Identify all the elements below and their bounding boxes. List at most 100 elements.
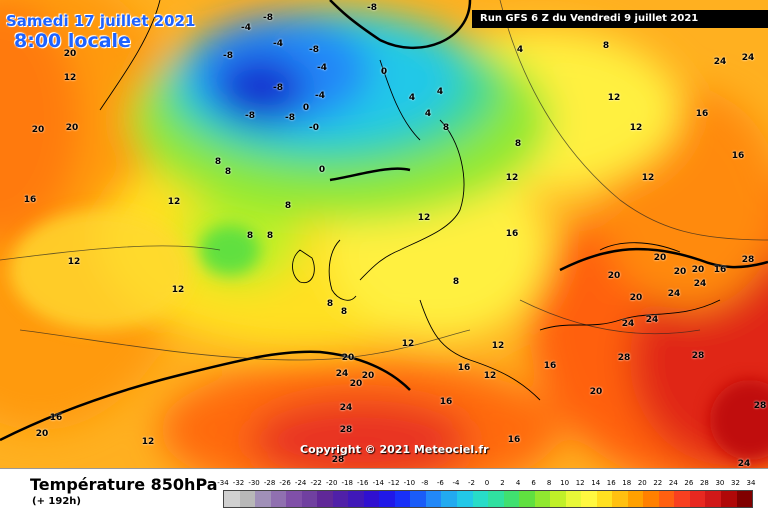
isotherm-label: 12 (505, 173, 519, 183)
legend-swatch (456, 491, 473, 507)
legend-tick-label: 22 (653, 479, 663, 487)
isotherm-label: 8 (224, 167, 232, 177)
legend-swatch (332, 491, 349, 507)
isotherm-label: 20 (673, 267, 687, 277)
legend-swatch (348, 491, 364, 507)
isotherm-label: 12 (167, 197, 181, 207)
isotherm-label: 20 (341, 353, 355, 363)
legend-tick-label: -14 (372, 479, 384, 487)
temperature-field (0, 0, 768, 468)
legend-swatch (270, 491, 287, 507)
legend-swatch (301, 491, 318, 507)
isotherm-thin (0, 0, 768, 361)
isotherm-label: 12 (401, 339, 415, 349)
legend-swatch (224, 491, 240, 507)
legend-tick-label: -10 (403, 479, 416, 487)
isotherm-label: 24 (339, 403, 353, 413)
legend-tick-label: 30 (715, 479, 725, 487)
isotherm-label: 28 (331, 455, 345, 465)
isotherm-label: 16 (731, 151, 745, 161)
isotherm-contours (0, 0, 768, 442)
isotherm-label: 16 (507, 435, 521, 445)
isotherm-label: 12 (641, 173, 655, 183)
isotherm-label: 4 (436, 87, 444, 97)
isotherm-label: 8 (452, 277, 460, 287)
color-scale-bar (223, 490, 753, 508)
isotherm-label: 12 (171, 285, 185, 295)
legend-swatch (503, 491, 520, 507)
isotherm-label: -0 (309, 123, 319, 133)
isotherm-label: 24 (737, 459, 751, 469)
isotherm-label: 28 (691, 351, 705, 361)
isotherm-label: 8 (284, 201, 292, 211)
legend-swatch (255, 491, 271, 507)
forecast-hour: (+ 192h) (32, 496, 81, 507)
isotherm-label: 4 (424, 109, 432, 119)
isotherm-label: 20 (65, 123, 79, 133)
legend-swatch (317, 491, 333, 507)
isotherm-label: 20 (349, 379, 363, 389)
legend-swatch (596, 491, 613, 507)
legend-tick-label: 14 (591, 479, 601, 487)
legend-tick-label: 0 (484, 479, 490, 487)
isotherm-label: -8 (273, 83, 283, 93)
isotherm-label: 28 (741, 255, 755, 265)
isotherm-label: 12 (483, 371, 497, 381)
legend-swatch (425, 491, 442, 507)
legend-tick-label: 2 (500, 479, 505, 487)
legend-swatch (534, 491, 551, 507)
isotherm-label: 20 (361, 371, 375, 381)
legend-tick-label: 24 (668, 479, 678, 487)
isotherm-label: 4 (408, 93, 416, 103)
legend-tick-label: 16 (606, 479, 616, 487)
isotherm-label: 12 (63, 73, 77, 83)
isotherm-label: 16 (543, 361, 557, 371)
isotherm-label: -8 (263, 13, 273, 23)
isotherm-label: 20 (691, 265, 705, 275)
legend-tick-label: 28 (699, 479, 709, 487)
isotherm-label: 12 (141, 437, 155, 447)
isotherm-label: 24 (667, 289, 681, 299)
isotherm-label: 24 (621, 319, 635, 329)
isotherm-label: 8 (246, 231, 254, 241)
isotherm-label: -4 (317, 63, 327, 73)
legend-tick-label: 8 (546, 479, 552, 487)
isotherm-label: -8 (285, 113, 295, 123)
legend-panel: Température 850hPa (+ 192h) -34 -32 -30 -28… (0, 468, 768, 513)
legend-swatch (488, 491, 504, 507)
copyright-notice: Copyright © 2021 Meteociel.fr (300, 443, 489, 456)
isotherm-label: -4 (273, 39, 283, 49)
isotherm-label: 16 (49, 413, 63, 423)
legend-tick-label: -2 (467, 479, 475, 487)
isotherm-label: 12 (607, 93, 621, 103)
legend-tick-label: 4 (515, 479, 521, 487)
isotherm-label: 16 (439, 397, 453, 407)
legend-swatch (472, 491, 489, 507)
legend-tick-label: -20 (325, 479, 338, 487)
isotherm-label: 8 (326, 299, 334, 309)
legend-swatch (550, 491, 566, 507)
legend-swatch (363, 491, 380, 507)
isotherm-label: 12 (67, 257, 81, 267)
isotherm-label: 20 (629, 293, 643, 303)
legend-tick-label: -6 (436, 479, 444, 487)
isotherm-label: 8 (514, 139, 522, 149)
legend-swatch (658, 491, 675, 507)
isotherm-label: 12 (417, 213, 431, 223)
isotherm-label: 24 (713, 57, 727, 67)
isotherm-label: 20 (589, 387, 603, 397)
legend-swatch (286, 491, 302, 507)
legend-tick-label: -4 (452, 479, 460, 487)
legend-tick-label: -30 (248, 479, 260, 487)
legend-swatch (705, 491, 721, 507)
isotherm-label: 0 (302, 103, 310, 113)
isotherm-label: 24 (693, 279, 707, 289)
legend-tick-label: -8 (421, 479, 429, 487)
legend-tick-label: -26 (279, 479, 291, 487)
isotherm-label: -4 (241, 23, 251, 33)
isotherm-label: 28 (753, 401, 767, 411)
forecast-date: Samedi 17 juillet 2021 (6, 12, 196, 30)
legend-swatch (674, 491, 690, 507)
legend-tick-label: 32 (731, 479, 740, 487)
